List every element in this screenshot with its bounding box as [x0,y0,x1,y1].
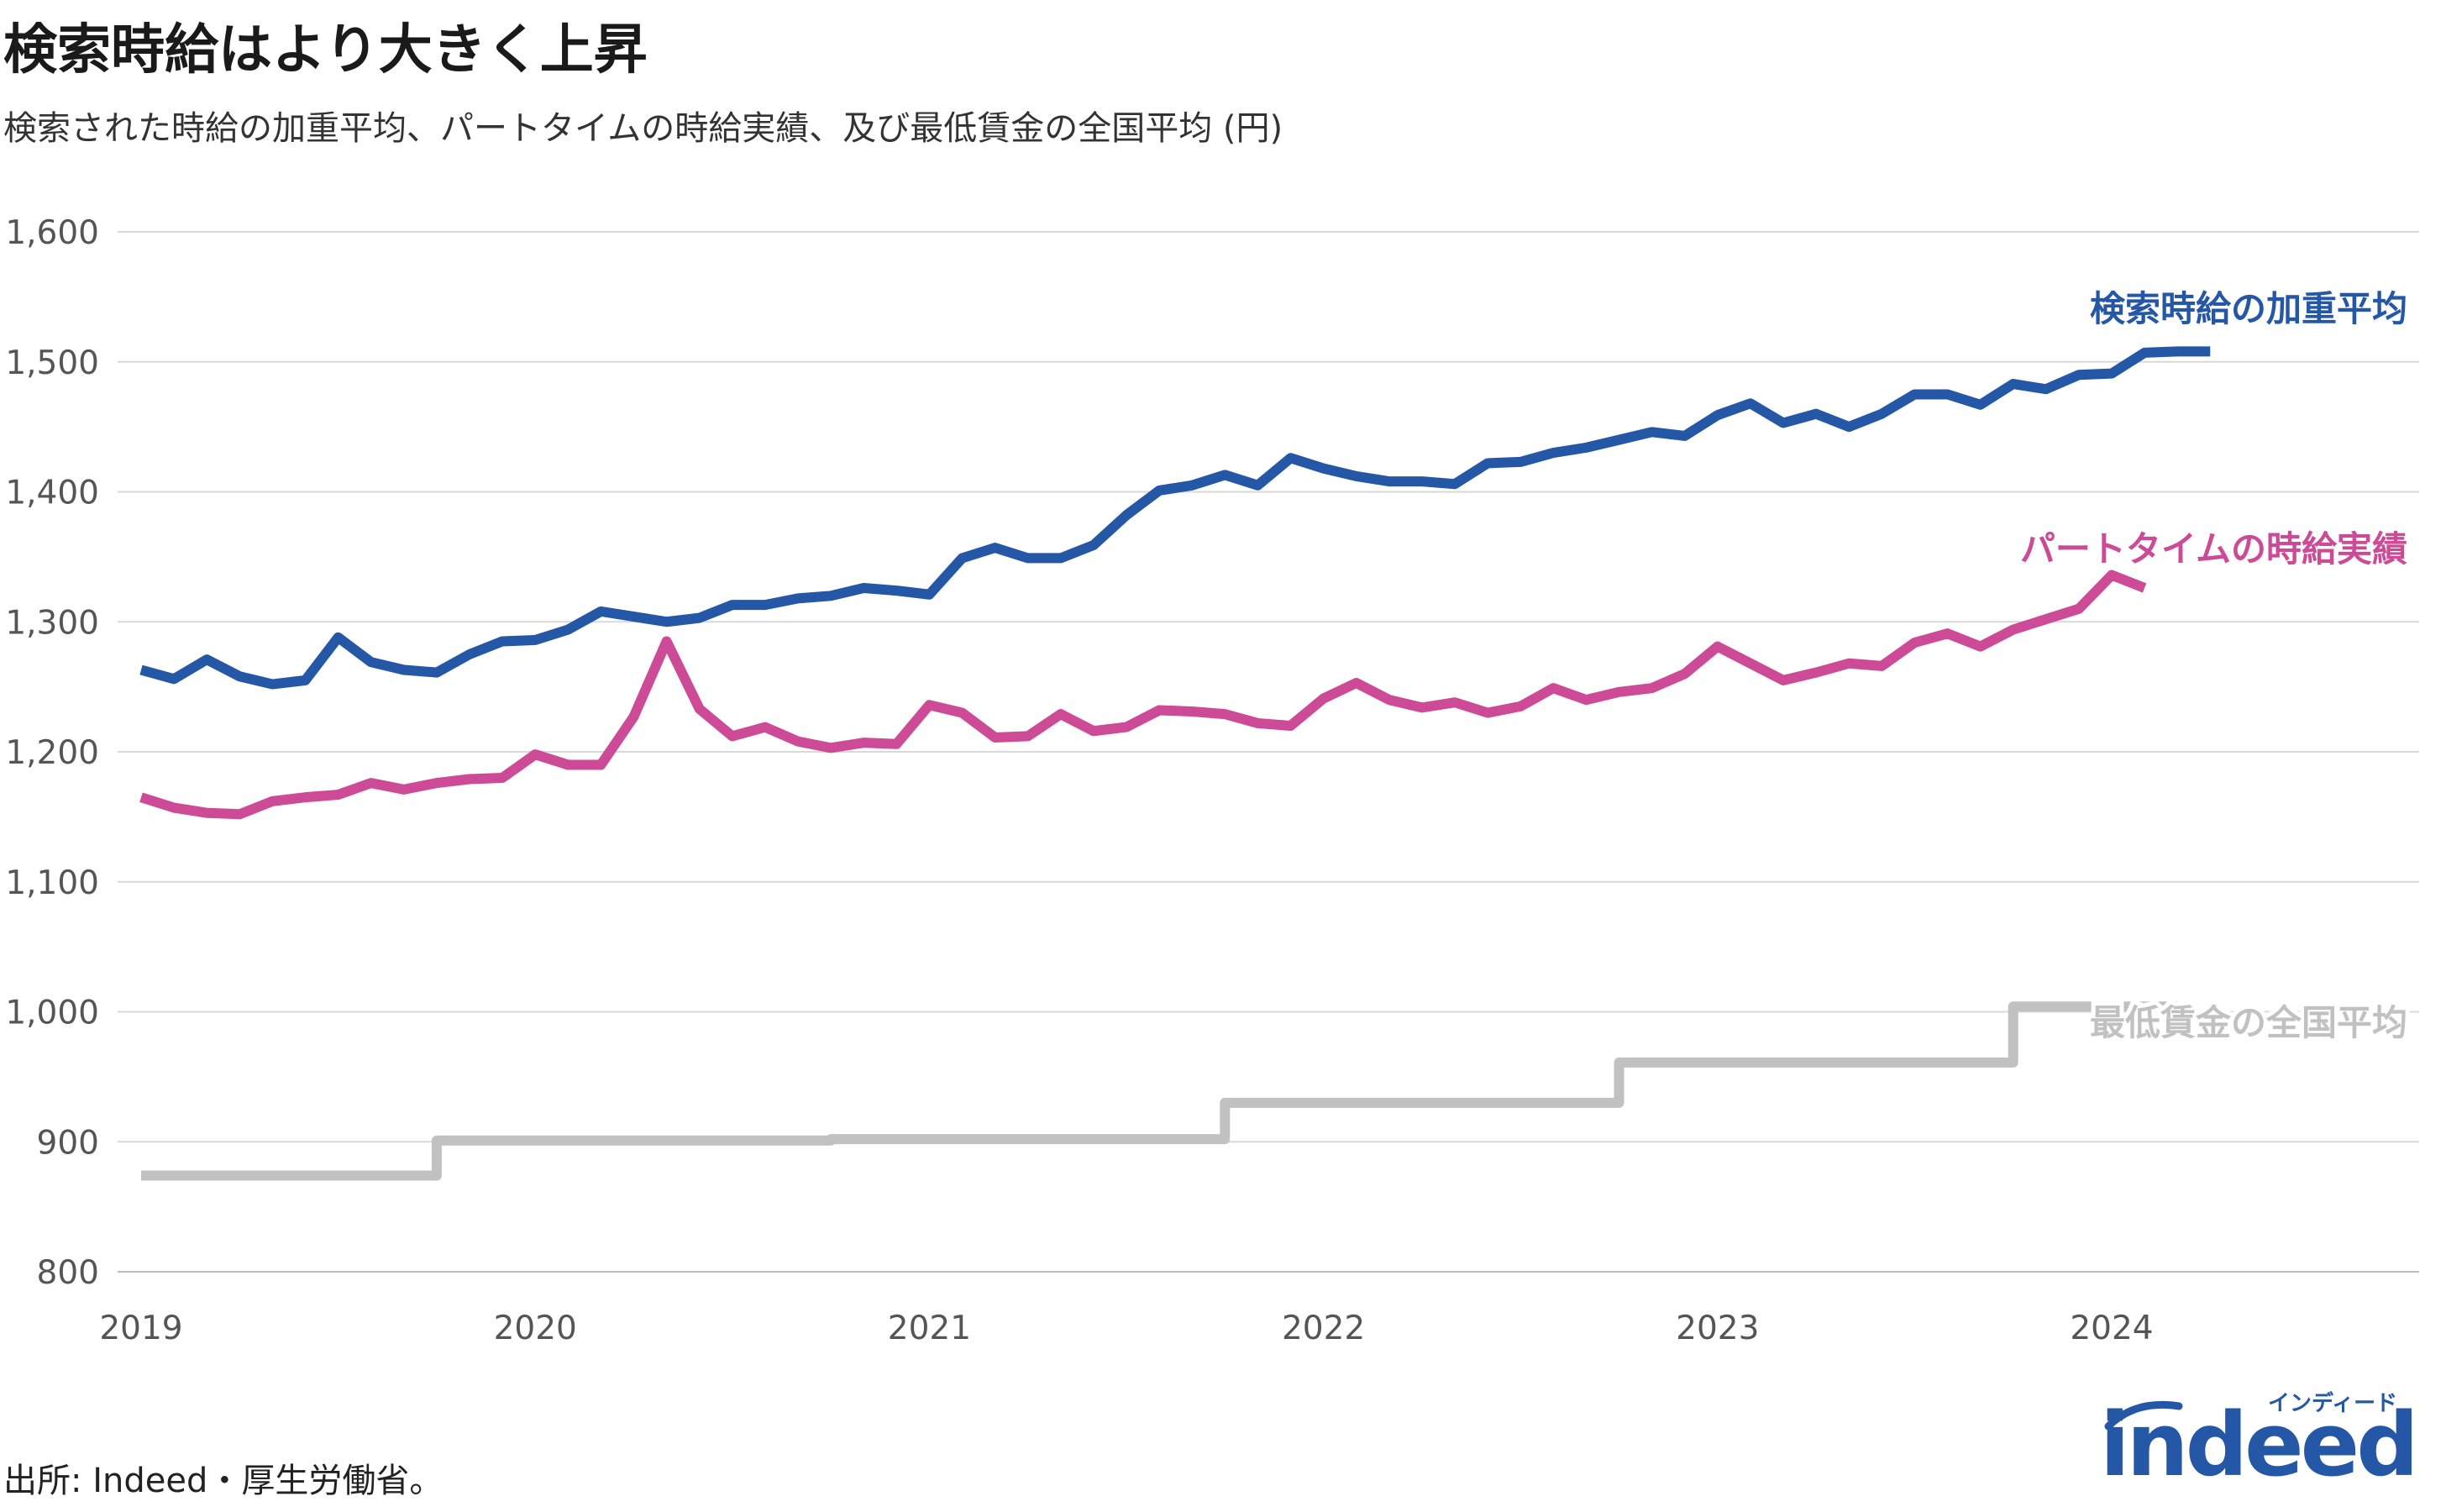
x-tick-label: 2020 [494,1310,577,1347]
series-label-1: パートタイムの時給実績 [2020,528,2407,570]
y-tick-label: 1,300 [5,604,99,642]
y-tick-label: 1,500 [5,344,99,382]
y-axis-ticks: 800 900 1,000 1,100 1,200 1,300 1,400 1,500 1,60… [5,214,99,1292]
logo-arc-icon [2104,1400,2183,1431]
series-label-halo: パートタイムの時給実績 [2020,528,2407,570]
x-axis-ticks: 2019 2020 2021 2022 2023 2024 [99,1310,2153,1347]
logo-wordmark: indeed [2100,1394,2419,1496]
line-chart: 800 900 1,000 1,100 1,200 1,300 1,400 1,500 1,60… [5,214,2419,1347]
y-tick-label: 1,000 [5,995,99,1032]
y-tick-label: 1,100 [5,864,99,902]
x-tick-label: 2022 [1282,1310,1365,1347]
series-label-0: 検索時給の加重平均 [2090,288,2407,329]
x-tick-label: 2021 [888,1310,971,1347]
x-tick-label: 2024 [2070,1310,2153,1347]
source-note: 出所: Indeed・厚生労働省。 [3,1462,444,1500]
x-tick-label: 2019 [99,1310,182,1347]
logo-kana: インディード [2268,1391,2398,1416]
series-lines [139,346,2211,1181]
series-label-halo: 最低賃金の全国平均 [2090,1002,2407,1043]
indeed-logo: indeed インディード [2100,1391,2436,1496]
y-tick-label: 1,200 [5,734,99,772]
chart-subtitle: 検索された時給の加重平均、パートタイムの時給実績、及び最低賃金の全国平均 (円) [3,109,1283,148]
series-line-1 [139,570,2147,820]
y-tick-label: 1,600 [5,214,99,252]
chart-title: 検索時給はより大きく上昇 [3,19,648,81]
series-labels: 検索時給の加重平均検索時給の加重平均パートタイムの時給実績パートタイムの時給実績… [2016,284,2412,1047]
grid-lines [118,231,2419,1273]
x-tick-label: 2023 [1676,1310,1759,1347]
series-line-2 [141,1001,2178,1181]
series-label-halo: 検索時給の加重平均 [2090,288,2407,329]
y-tick-label: 800 [37,1254,99,1292]
y-tick-label: 1,400 [5,475,99,512]
series-label-2: 最低賃金の全国平均 [2090,1002,2407,1043]
y-tick-label: 900 [37,1124,99,1162]
series-line-0 [139,346,2211,690]
